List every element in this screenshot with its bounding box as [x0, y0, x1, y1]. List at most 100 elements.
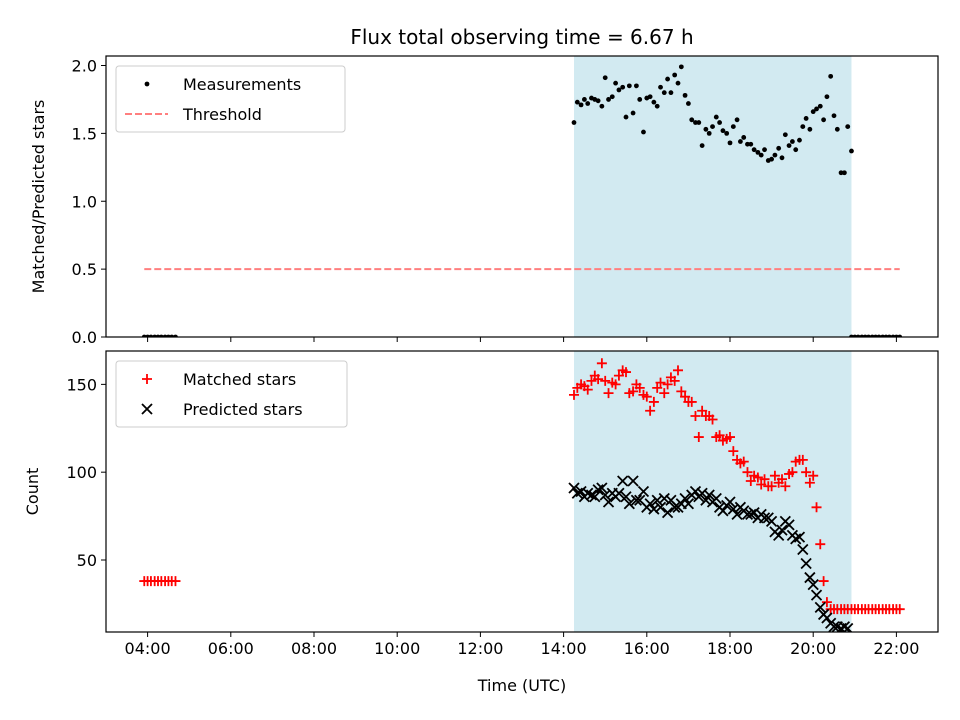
data-point [634, 83, 639, 89]
data-point [824, 94, 830, 100]
matched-point [815, 539, 826, 550]
data-point [720, 128, 726, 134]
data-point [602, 75, 608, 81]
y-tick-label: 50 [77, 551, 97, 570]
x-tick-label: 06:00 [208, 639, 254, 658]
data-point [613, 80, 618, 86]
data-point [790, 139, 795, 144]
legend-label: Matched stars [183, 370, 296, 389]
predicted-point [724, 496, 736, 508]
predicted-point [568, 482, 580, 494]
legend-label: Predicted stars [183, 400, 303, 419]
predicted-point [797, 543, 809, 556]
data-point [831, 113, 837, 119]
predicted-point [745, 508, 757, 520]
matched-point [655, 377, 666, 388]
matched-point [707, 414, 718, 425]
matched-point [693, 432, 704, 443]
predicted-point [596, 482, 608, 494]
data-point [810, 109, 816, 115]
predicted-point [748, 506, 760, 519]
data-point [595, 98, 601, 104]
predicted-point [585, 489, 598, 501]
data-point [574, 99, 580, 105]
observing-window-band [574, 56, 852, 337]
panel-ratio: 0.0 0.5 1.0 1.5 2.0 Matched/Predicted stars Me… [29, 55, 939, 347]
axes-frame [105, 350, 939, 633]
y-axis-label: Count [23, 468, 42, 516]
legend-swatch [142, 374, 152, 384]
matched-point [894, 604, 905, 615]
matched-point [645, 405, 656, 416]
y-axis-label: Matched/Predicted stars [29, 100, 48, 294]
y-tick-label: 1.0 [72, 192, 97, 211]
predicted-point [828, 621, 840, 632]
matched-point [613, 370, 624, 381]
predicted-point [773, 529, 785, 542]
legend-label: Measurements [183, 75, 301, 94]
y-tick-label: 2.0 [72, 57, 97, 76]
data-point [807, 126, 813, 132]
data-point [686, 101, 691, 106]
matched-point [628, 386, 639, 397]
data-point [682, 92, 688, 98]
matched-point [600, 375, 611, 386]
data-point [703, 126, 709, 132]
predicted-point [654, 501, 667, 513]
data-point [630, 110, 636, 116]
data-point [623, 114, 629, 120]
legend-label: Threshold [182, 105, 262, 124]
x-tick-label: 18:00 [707, 639, 753, 658]
matched-point [745, 475, 756, 486]
predicted-point [630, 494, 643, 506]
x-axis-label: Time (UTC) [477, 676, 566, 695]
data-point [641, 129, 646, 135]
x-tick-label: 16:00 [624, 639, 670, 658]
data-point [782, 132, 788, 138]
predicted-point [700, 494, 712, 506]
predicted-point [800, 557, 812, 570]
predicted-point [620, 491, 632, 503]
predicted-point [810, 589, 823, 601]
predicted-point [682, 498, 695, 510]
matched-point [673, 365, 683, 376]
predicted-point [658, 492, 670, 505]
data-point [741, 135, 747, 140]
predicted-point [814, 601, 826, 614]
predicted-point [623, 498, 635, 510]
matched-point [797, 454, 808, 465]
matched-point [697, 405, 708, 416]
data-point [834, 126, 840, 132]
data-point [797, 137, 802, 143]
data-point [647, 94, 653, 100]
predicted-point [644, 498, 656, 510]
panel-count: 04:00 06:00 08:00 10:00 12:00 14:00 16:00 18:00… [23, 350, 939, 658]
data-point [665, 76, 670, 82]
predicted-point [696, 487, 708, 499]
data-point [571, 120, 577, 125]
axes-frame [105, 55, 939, 338]
matched-point [686, 396, 697, 407]
data-layer [141, 64, 903, 337]
matched-point [662, 379, 673, 390]
data-point [755, 149, 761, 155]
matched-point [811, 502, 822, 513]
predicted-point [703, 489, 715, 501]
data-point [620, 84, 626, 90]
data-point [849, 148, 854, 154]
matched-point [170, 576, 181, 587]
data-point [710, 124, 715, 129]
matched-point [728, 446, 739, 457]
data-point [828, 73, 834, 79]
data-point [762, 147, 767, 153]
predicted-point [602, 496, 615, 508]
data-point [751, 147, 757, 153]
data-point [675, 80, 681, 86]
data-point [769, 156, 774, 162]
predicted-point [651, 494, 663, 506]
data-point [616, 87, 622, 93]
predicted-point [648, 503, 660, 515]
data-point [800, 124, 806, 129]
data-point [696, 120, 702, 125]
matched-point [680, 391, 691, 402]
